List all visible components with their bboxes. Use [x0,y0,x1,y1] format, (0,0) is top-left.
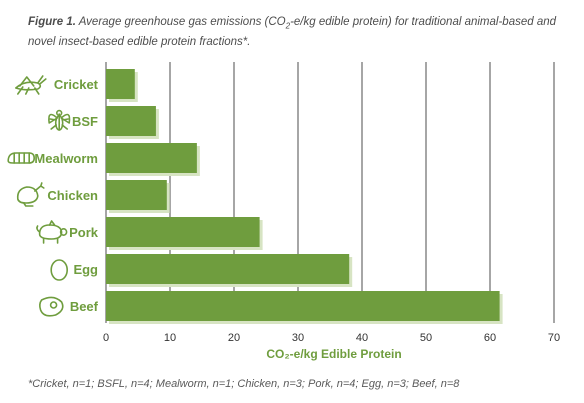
x-tick-label-30: 30 [292,332,304,344]
x-tick-label-10: 10 [164,332,176,344]
category-label-beef: Beef [70,299,99,314]
figure-caption: Figure 1. Average greenhouse gas emissio… [28,14,576,50]
category-label-pork: Pork [69,225,99,240]
bar-bsf [106,106,156,136]
chicken-icon [16,182,45,207]
cricket-icon [14,75,47,95]
caption-text-1: Average greenhouse gas emissions (CO [78,16,286,28]
caption-text-2: -e/kg edible protein) for traditional an… [28,16,557,49]
fly-icon [48,109,71,131]
x-tick-label-50: 50 [420,332,432,344]
x-tick-label-0: 0 [103,332,109,344]
x-axis-title: CO₂-e/kg Edible Protein [266,347,401,361]
bar-egg [106,254,350,284]
category-label-chicken: Chicken [47,188,98,203]
x-tick-label-60: 60 [484,332,496,344]
bar-layer [106,69,503,324]
bar-mealworm [106,143,197,173]
category-label-cricket: Cricket [54,77,99,92]
label-layer: Cricket BSF Mealworm Chicken Pork Egg Beef [7,75,99,317]
x-tick-label-40: 40 [356,332,368,344]
mealworm-icon [7,152,36,164]
x-tick-label-70: 70 [548,332,560,344]
bar-pork [106,217,260,247]
bar-cricket [106,69,135,99]
bar-beef [106,291,500,321]
caption-subscript: 2 [285,21,291,31]
bar-chicken [106,180,167,210]
egg-icon [50,259,69,281]
category-label-egg: Egg [73,262,98,277]
tick-layer: 0 10 20 30 40 50 60 70 [103,332,560,344]
x-tick-label-20: 20 [228,332,240,344]
category-label-bsf: BSF [72,114,98,129]
footnote: *Cricket, n=1; BSFL, n=4; Mealworm, n=1;… [28,378,460,390]
steak-icon [39,296,64,317]
pig-icon [36,220,68,244]
caption-label: Figure 1. [28,16,76,28]
category-label-mealworm: Mealworm [34,151,98,166]
